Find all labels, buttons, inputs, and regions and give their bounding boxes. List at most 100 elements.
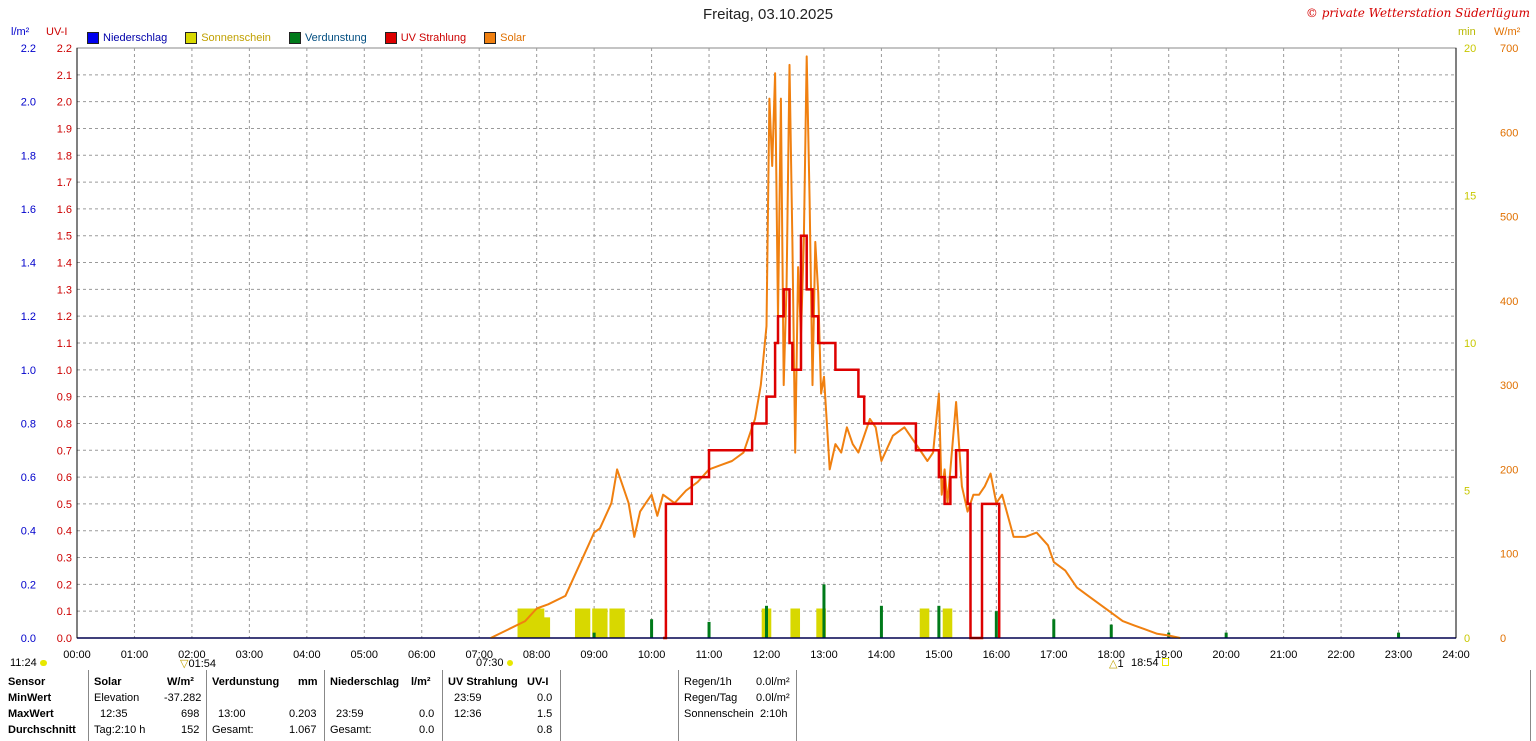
uv-max-time: 12:36 xyxy=(454,708,482,720)
axes xyxy=(76,48,1457,639)
legend-swatch xyxy=(384,32,397,44)
legend-swatch xyxy=(185,32,198,44)
solar-unit: W/m² xyxy=(167,676,194,688)
uv-tick-label: 1.5 xyxy=(57,231,72,243)
sunshine-bar xyxy=(597,608,608,638)
chart-title: Freitag, 03.10.2025 xyxy=(702,6,834,23)
x-tick-label: 15:00 xyxy=(925,649,953,661)
evaporation-bar xyxy=(937,605,941,638)
sun-marker-icon xyxy=(1161,658,1169,666)
sunshine-bar xyxy=(942,608,953,638)
x-tick-label: 22:00 xyxy=(1327,649,1355,661)
legend-swatch xyxy=(288,32,301,44)
legend-item-verdunstung: Verdunstung xyxy=(288,32,367,44)
copyright-label: © private Wetterstation Süderlügum xyxy=(1305,6,1530,20)
solar-tick-label: 600 xyxy=(1500,127,1518,139)
marker-b: 07:30 xyxy=(476,657,513,669)
legend-swatch xyxy=(484,32,497,44)
row-label-avg: Durchschnitt xyxy=(8,724,76,736)
uv-tick-label: 0.9 xyxy=(57,392,72,404)
marker-c: △1 xyxy=(1109,657,1124,670)
verdunstung-sum-value: 1.067 xyxy=(289,724,317,736)
legend-item-sonnenschein: Sonnenschein xyxy=(185,32,271,44)
evaporation-bar xyxy=(1224,632,1228,638)
uv-tick-label: 1.6 xyxy=(57,204,72,216)
legend-label: Sonnenschein xyxy=(201,32,271,44)
table-divider xyxy=(88,670,89,741)
summary-value-regen-tag: 0.0l/m² xyxy=(756,692,790,704)
uv-max-value: 1.5 xyxy=(537,708,553,720)
marker-label: 07:30 xyxy=(476,657,504,669)
table-divider xyxy=(324,670,325,741)
evaporation-bar xyxy=(879,605,883,638)
uv-tick-label: 2.1 xyxy=(57,70,72,82)
rain-tick-label: 0.2 xyxy=(21,579,36,591)
sunshine-bar xyxy=(523,608,533,638)
legend-label: Solar xyxy=(500,32,526,44)
uv-tick-label: 0.3 xyxy=(57,553,72,565)
x-tick-label: 00:00 xyxy=(63,649,91,661)
x-tick-label: 20:00 xyxy=(1212,649,1240,661)
legend-label: Niederschlag xyxy=(103,32,168,44)
marker-d: 18:54 xyxy=(1131,657,1169,669)
uv-header: UV Strahlung xyxy=(448,676,518,688)
evaporation-bar xyxy=(650,619,654,638)
table-divider xyxy=(796,670,797,741)
legend-item-solar: Solar xyxy=(484,32,526,44)
x-tick-label: 12:00 xyxy=(753,649,781,661)
uv-tick-label: 0.2 xyxy=(57,579,72,591)
marker-label: 11:24 xyxy=(10,657,37,669)
uv-tick-label: 1.3 xyxy=(57,284,72,296)
solar-min-label: Elevation xyxy=(94,692,140,704)
solar-min-value: -37.282 xyxy=(164,692,202,704)
uv-tick-label: 1.0 xyxy=(57,365,72,377)
sun-marker-icon xyxy=(506,660,513,666)
x-tick-label: 08:00 xyxy=(523,649,551,661)
grid xyxy=(76,47,1457,639)
uv-line xyxy=(663,234,1001,640)
uv-tick-label: 0.6 xyxy=(57,472,72,484)
sunshine-bar xyxy=(609,608,620,638)
evaporation-bar xyxy=(707,621,711,638)
sunshine-bar xyxy=(919,608,930,638)
sunshine-bar xyxy=(540,617,551,638)
solar-line xyxy=(490,55,1181,639)
rain-tick-label: 2.2 xyxy=(21,43,36,55)
x-tick-label: 16:00 xyxy=(983,649,1011,661)
niederschlag-header: Niederschlag xyxy=(330,676,400,688)
niederschlag-sum-value: 0.0 xyxy=(419,724,435,736)
solar-avg-value: 152 xyxy=(181,724,200,736)
rain-tick-label: 1.8 xyxy=(21,150,36,162)
solar-tick-label: 0 xyxy=(1500,633,1506,645)
rain-tick-label: 1.2 xyxy=(21,311,36,323)
unit-right-outer: W/m² xyxy=(1494,26,1521,38)
summary-label-regen-tag: Regen/Tag xyxy=(684,692,738,704)
sunshine-bar xyxy=(580,608,591,638)
unit-right-inner: min xyxy=(1458,26,1476,38)
niederschlag-sum-label: Gesamt: xyxy=(330,724,372,736)
verdunstung-header: Verdunstung xyxy=(212,676,280,688)
evaporation-bar xyxy=(1052,619,1056,638)
rain-tick-label: 0.8 xyxy=(21,418,36,430)
sunshine-bar xyxy=(529,608,539,638)
sunshine-bar xyxy=(592,608,602,638)
uv-tick-label: 1.8 xyxy=(57,150,72,162)
uv-tick-label: 2.2 xyxy=(57,43,72,55)
sunshine-tick-label: 0 xyxy=(1464,633,1470,645)
x-tick-label: 07:00 xyxy=(465,649,493,661)
verdunstung-unit: mm xyxy=(298,676,318,688)
uv-tick-label: 1.7 xyxy=(57,177,72,189)
summary-label-sonnenschein: Sonnenschein xyxy=(684,708,754,720)
unit-left-inner: UV-I xyxy=(46,26,68,38)
rain-tick-label: 0.4 xyxy=(21,526,36,538)
uv-avg-value: 0.8 xyxy=(537,724,553,736)
table-divider xyxy=(678,670,679,741)
rain-tick-label: 1.6 xyxy=(21,204,36,216)
sun-marker-icon xyxy=(39,660,47,666)
rain-tick-label: 0.0 xyxy=(21,633,36,645)
sunshine-bar xyxy=(615,608,625,638)
rain-tick-label: 0.6 xyxy=(21,472,36,484)
verdunstung-sum-label: Gesamt: xyxy=(212,724,254,736)
legend-label: Verdunstung xyxy=(304,32,367,44)
evaporation-bar xyxy=(1397,632,1401,638)
